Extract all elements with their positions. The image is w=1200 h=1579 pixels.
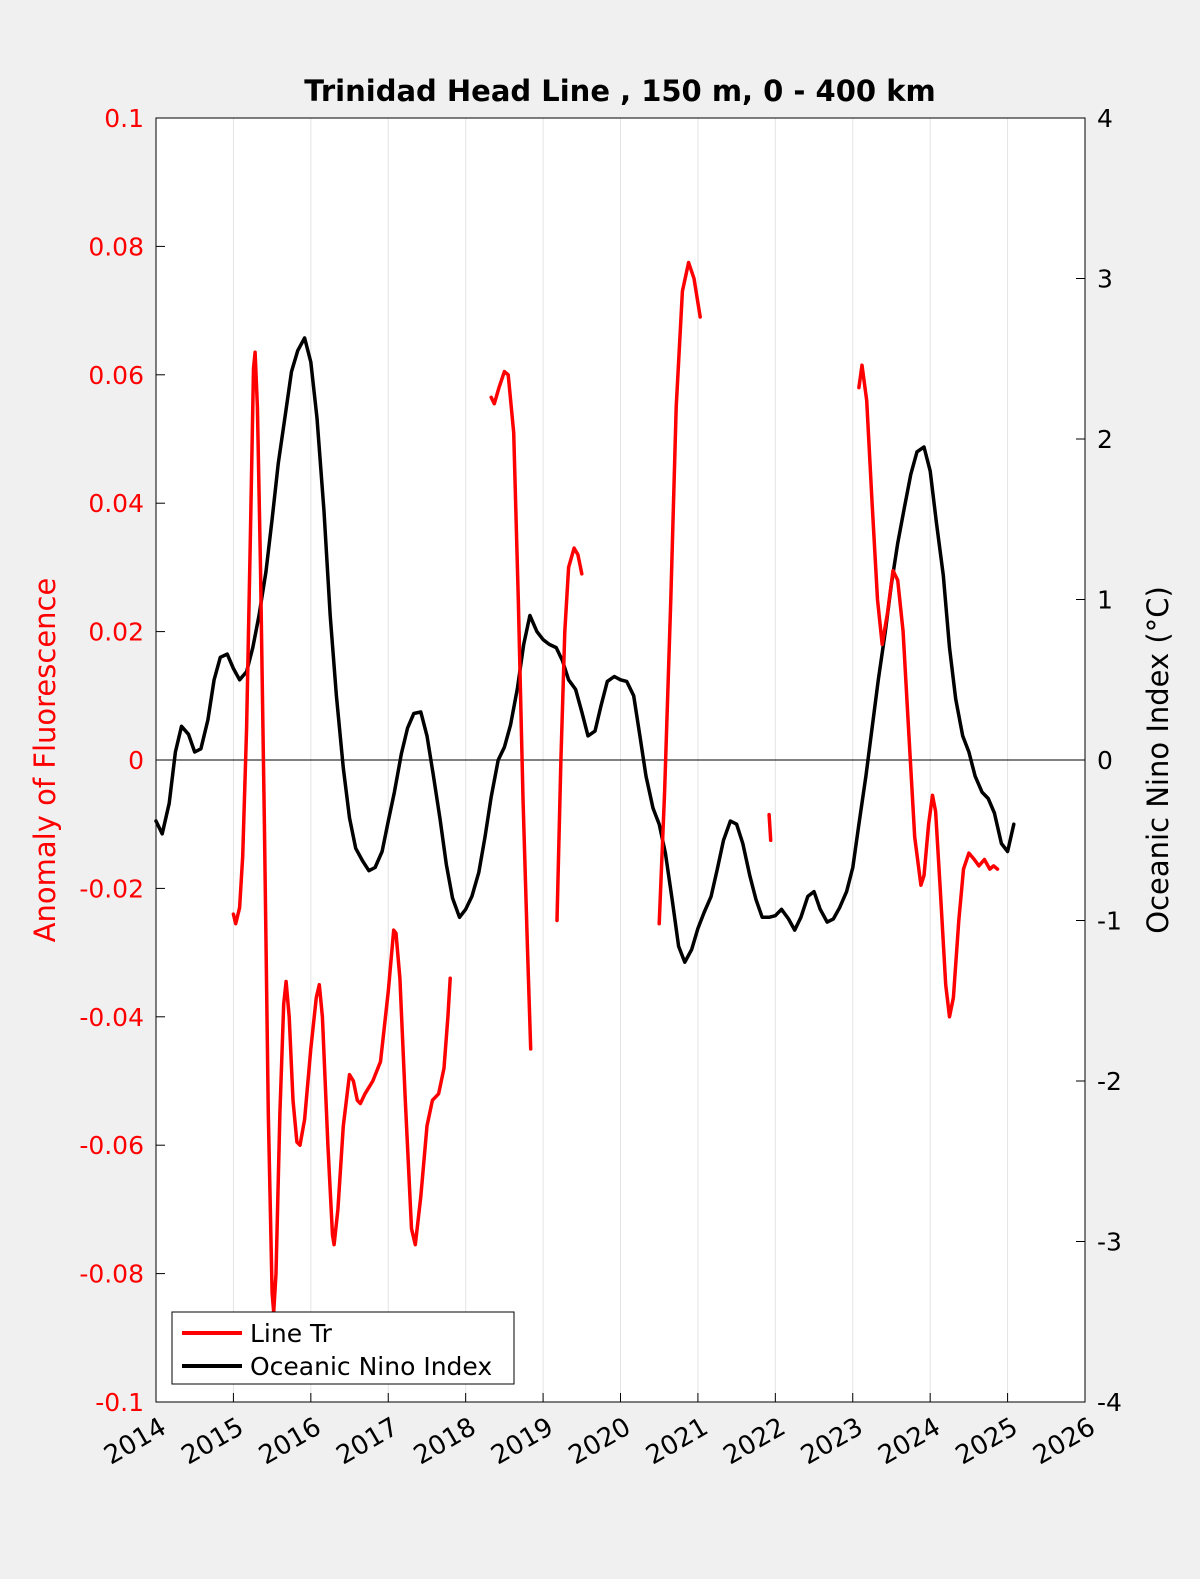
series-line-tr-segment (231, 350, 452, 1314)
series-line-tr-segment (767, 812, 773, 843)
x-tick-label: 2015 (177, 1412, 249, 1471)
right-tick-label: 2 (1097, 425, 1113, 454)
x-tick-label: 2023 (796, 1412, 868, 1471)
right-axis-label: Oceanic Nino Index (°C) (1141, 586, 1175, 934)
left-tick-label: -0.06 (79, 1131, 144, 1160)
x-tick-label: 2021 (641, 1412, 713, 1471)
x-tick-label: 2018 (409, 1412, 481, 1471)
legend-box (171, 1311, 515, 1385)
x-tick-label: 2014 (99, 1412, 171, 1471)
left-tick-label: 0.02 (88, 618, 144, 647)
right-tick-label: 3 (1097, 265, 1113, 294)
left-tick-label: 0.04 (88, 489, 144, 518)
legend-label-oni: Oceanic Nino Index (250, 1352, 492, 1381)
legend-label-line-tr: Line Tr (250, 1319, 333, 1348)
series-line-tr-segment (555, 546, 584, 923)
left-tick-label: 0 (128, 746, 144, 775)
right-tick-label: -1 (1097, 907, 1122, 936)
axes-layer: 2014 2015 2016 2017 2018 2019 2020 2021 2022 2023… (79, 104, 1122, 1471)
left-tick-label: 0.06 (88, 361, 144, 390)
right-tick-label: -4 (1097, 1388, 1122, 1417)
right-tick-label: 1 (1097, 586, 1113, 615)
x-tick-label: 2017 (331, 1412, 403, 1471)
left-tick-label: -0.04 (79, 1003, 144, 1032)
series-line-tr-segment (489, 369, 533, 1051)
x-tick-label: 2025 (951, 1412, 1023, 1471)
left-tick-label: -0.1 (95, 1388, 144, 1417)
right-tick-label: -3 (1097, 1228, 1122, 1257)
left-tick-label: -0.02 (79, 874, 144, 903)
series-line-tr-segment (857, 363, 1000, 1019)
series-oni-segment (154, 336, 1016, 964)
chart-title: Trinidad Head Line , 150 m, 0 - 400 km (304, 74, 935, 108)
right-tick-label: 4 (1097, 104, 1113, 133)
series-layer (154, 260, 1016, 1314)
left-tick-label: 0.1 (104, 104, 144, 133)
x-tick-label: 2016 (254, 1412, 326, 1471)
right-tick-label: -2 (1097, 1067, 1122, 1096)
left-axis-label: Anomaly of Fluorescence (28, 578, 62, 943)
x-tick-label: 2022 (719, 1412, 791, 1471)
x-tick-label: 2019 (486, 1412, 558, 1471)
x-tick-label: 2024 (873, 1412, 945, 1471)
left-tick-label: 0.08 (88, 232, 144, 261)
x-tick-label: 2026 (1028, 1412, 1100, 1471)
legend: Line Tr Oceanic Nino Index (171, 1311, 515, 1385)
right-tick-label: 0 (1097, 746, 1113, 775)
left-tick-label: -0.08 (79, 1260, 144, 1289)
series-line-tr-segment (657, 260, 702, 926)
x-tick-label: 2020 (564, 1412, 636, 1471)
